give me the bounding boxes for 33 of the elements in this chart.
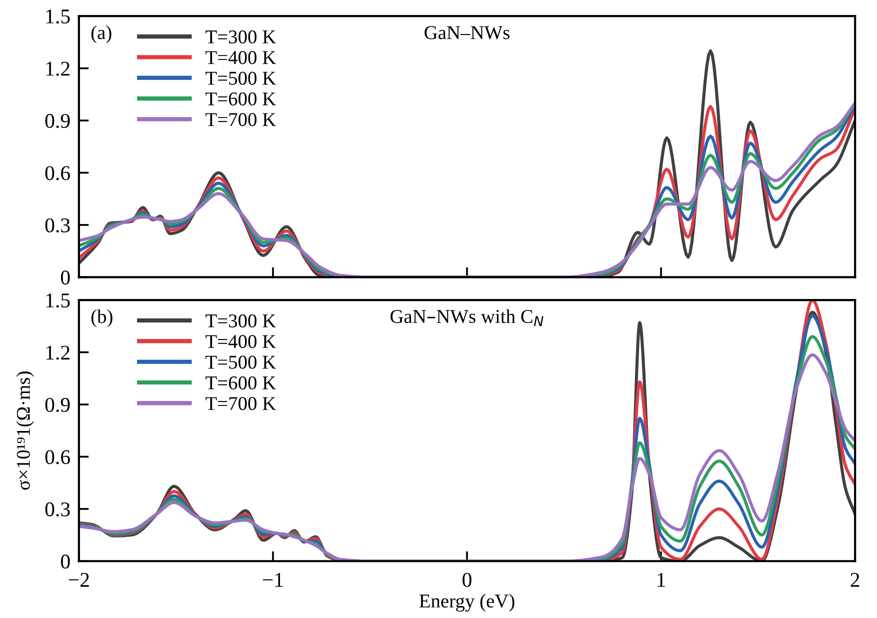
annotation: (a) xyxy=(91,26,112,44)
legend-label: T=600 K xyxy=(206,92,276,106)
y-tick-label: 1.2 xyxy=(46,62,70,76)
x-tick-label: 1 xyxy=(658,572,665,587)
y-tick-label: 1.5 xyxy=(46,294,70,308)
y-tick-label: 0.3 xyxy=(45,502,70,516)
annotation: GaN–NWs with C$_{N}$ xyxy=(390,309,544,326)
x-tick-label: −2 xyxy=(68,572,89,587)
y-tick-label: 0.9 xyxy=(45,114,70,128)
legend-label: T=700 K xyxy=(206,397,276,410)
legend-label: T=400 K xyxy=(206,335,276,348)
y-tick-label: 1.5 xyxy=(46,10,70,24)
legend-label: T=500 K xyxy=(206,72,276,85)
legend-label: T=300 K xyxy=(206,30,276,44)
y-tick-label: 0 xyxy=(60,554,70,569)
y-tick-label: 0 xyxy=(60,270,70,285)
y-tick-label: 0.9 xyxy=(45,398,70,412)
y-tick-label: 0.3 xyxy=(45,218,70,232)
legend-label: T=600 K xyxy=(206,376,276,390)
x-tick-label: 2 xyxy=(850,572,860,587)
annotation: (b) xyxy=(91,310,112,328)
legend-label: T=300 K xyxy=(206,314,276,328)
annotation: GaN–NWs xyxy=(424,26,510,40)
x-tick-label: −1 xyxy=(262,572,283,587)
y-tick-label: 0.6 xyxy=(45,166,70,180)
legend-label: T=700 K xyxy=(206,113,276,126)
legend-label: T=500 K xyxy=(206,356,276,369)
x-tick-label: 0 xyxy=(462,572,472,587)
y-tick-label: 1.2 xyxy=(46,346,70,360)
legend-label: T=400 K xyxy=(206,51,276,64)
y-tick-label: 0.6 xyxy=(45,450,70,464)
y-axis-title: σ×10¹⁹1(Ω·ms) xyxy=(16,372,34,490)
x-axis-title: Energy (eV) xyxy=(419,594,514,612)
